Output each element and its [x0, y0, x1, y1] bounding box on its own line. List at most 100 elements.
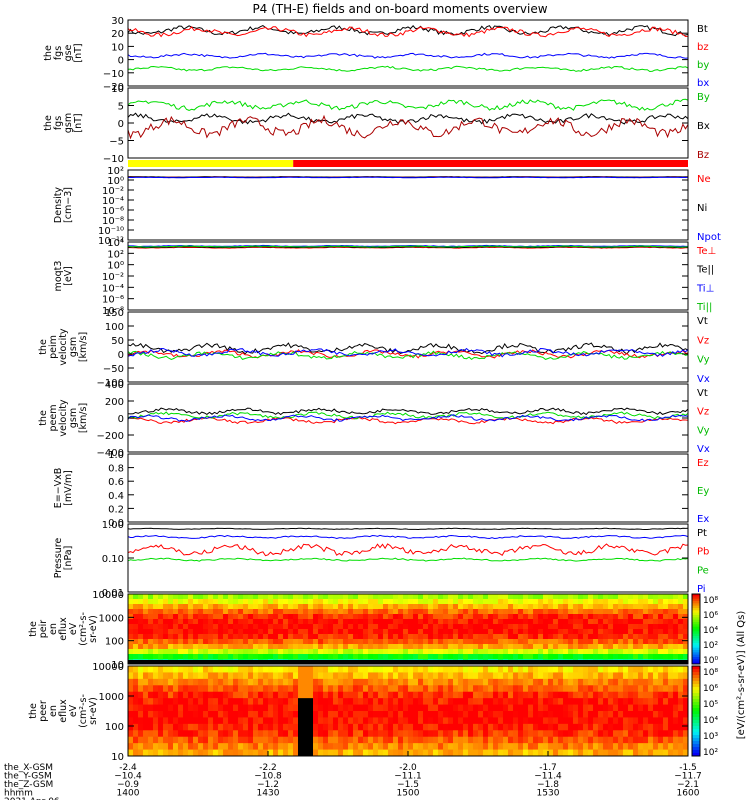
heatmap-cell	[553, 730, 559, 738]
heatmap-cell	[143, 730, 149, 738]
heatmap-cell	[423, 634, 429, 640]
heatmap-cell	[373, 736, 379, 744]
heatmap-cell	[563, 717, 569, 725]
heatmap-cell	[378, 599, 384, 605]
heatmap-cell	[673, 685, 679, 693]
heatmap-cell	[228, 749, 234, 757]
heatmap-cell	[338, 614, 344, 620]
heatmap-cell	[588, 704, 594, 712]
heatmap-cell	[133, 649, 139, 655]
heatmap-cell	[593, 649, 599, 655]
heatmap-cell	[588, 698, 594, 706]
heatmap-cell	[188, 704, 194, 712]
heatmap-cell	[348, 698, 354, 706]
heatmap-cell	[228, 666, 234, 673]
series-line-Pe	[127, 557, 689, 562]
heatmap-cell	[408, 691, 414, 699]
colorbar-step	[692, 741, 700, 745]
heatmap-cell	[198, 678, 204, 686]
heatmap-cell	[563, 711, 569, 718]
heatmap-cell	[353, 736, 359, 744]
heatmap-cell	[603, 698, 609, 706]
heatmap-cell	[483, 704, 489, 712]
heatmap-cell	[673, 672, 679, 680]
heatmap-cell	[303, 629, 309, 635]
heatmap-cell	[593, 634, 599, 640]
heatmap-cell	[233, 672, 239, 680]
heatmap-cell	[508, 629, 514, 635]
heatmap-cell	[173, 644, 179, 650]
heatmap-cell	[163, 609, 169, 615]
heatmap-cell	[133, 711, 139, 718]
heatmap-cell	[163, 624, 169, 630]
heatmap-cell	[658, 644, 664, 650]
heatmap-cell	[183, 644, 189, 650]
heatmap-cell	[188, 691, 194, 699]
heatmap-cell	[328, 599, 334, 605]
heatmap-cell	[268, 698, 274, 706]
heatmap-cell	[273, 624, 279, 630]
heatmap-cell	[288, 698, 294, 706]
heatmap-cell	[208, 609, 214, 615]
colorbar-step	[692, 714, 700, 718]
heatmap-cell	[383, 599, 389, 605]
heatmap-cell	[593, 723, 599, 731]
heatmap-cell	[443, 678, 449, 686]
heatmap-cell	[178, 736, 184, 744]
heatmap-cell	[548, 624, 554, 630]
heatmap-cell	[148, 594, 154, 600]
heatmap-cell	[358, 711, 364, 718]
colorbar-step	[692, 720, 700, 724]
heatmap-cell	[678, 685, 684, 693]
heatmap-cell	[238, 672, 244, 680]
heatmap-cell	[238, 609, 244, 615]
heatmap-cell	[253, 736, 259, 744]
heatmap-cell	[638, 711, 644, 718]
heatmap-cell	[333, 614, 339, 620]
heatmap-cell	[593, 691, 599, 699]
heatmap-cell	[483, 743, 489, 751]
heatmap-cell	[533, 609, 539, 615]
heatmap-cell	[493, 717, 499, 725]
heatmap-cell	[663, 711, 669, 718]
heatmap-cell	[583, 666, 589, 673]
heatmap-cell	[433, 672, 439, 680]
row-label: the_X-GSM	[4, 763, 53, 773]
heatmap-cell	[298, 711, 304, 718]
heatmap-cell	[558, 672, 564, 680]
heatmap-cell	[213, 644, 219, 650]
heatmap-cell	[493, 749, 499, 757]
heatmap-cell	[528, 604, 534, 610]
y-axis-label: velocity	[58, 328, 69, 366]
heatmap-cell	[163, 639, 169, 645]
heatmap-cell	[358, 704, 364, 712]
heatmap-cell	[488, 711, 494, 718]
heatmap-cell	[663, 672, 669, 680]
heatmap-cell	[598, 594, 604, 600]
heatmap-cell	[383, 698, 389, 706]
heatmap-cell	[548, 604, 554, 610]
heatmap-cell	[358, 736, 364, 744]
y-tick-label: 10000	[92, 590, 124, 601]
heatmap-cell	[403, 644, 409, 650]
heatmap-cell	[573, 698, 579, 706]
heatmap-cell	[258, 644, 264, 650]
heatmap-cell	[683, 639, 689, 645]
heatmap-cell	[468, 723, 474, 731]
heatmap-cell	[153, 649, 159, 655]
colorbar-step	[692, 711, 700, 715]
heatmap-cell	[268, 717, 274, 725]
heatmap-cell	[258, 594, 264, 600]
heatmap-cell	[448, 704, 454, 712]
heatmap-cell	[168, 678, 174, 686]
heatmap-cell	[418, 698, 424, 706]
heatmap-cell	[683, 736, 689, 744]
heatmap-cell	[223, 619, 229, 625]
heatmap-cell	[433, 654, 439, 660]
heatmap-cell	[563, 599, 569, 605]
heatmap-cell	[618, 736, 624, 744]
heatmap-cell	[578, 691, 584, 699]
heatmap-cell	[658, 594, 664, 600]
heatmap-cell	[143, 717, 149, 725]
heatmap-cell	[553, 672, 559, 680]
